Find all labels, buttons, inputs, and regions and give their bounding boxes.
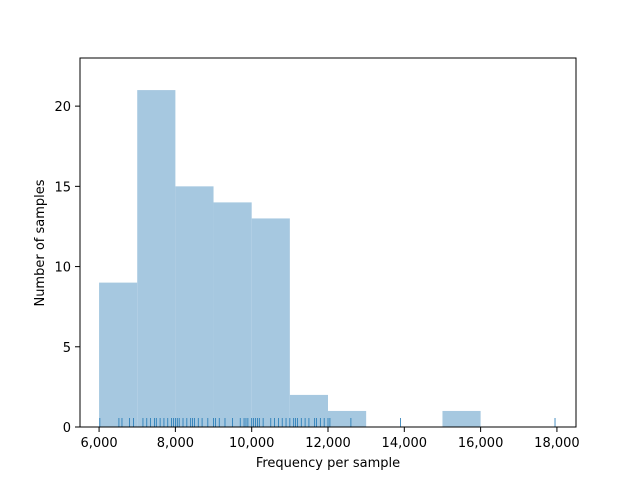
histogram-bar: [175, 186, 214, 427]
y-tick-label: 0: [63, 421, 71, 436]
y-tick-label: 20: [54, 100, 71, 115]
histogram-bar: [442, 410, 481, 427]
x-tick-label: 14,000: [382, 436, 428, 451]
histogram-bars: [99, 90, 481, 427]
x-tick-label: 8,000: [157, 436, 194, 451]
x-axis-ticks: 6,000 8,000 10,000 12,000 14,000 16,000 18,000: [80, 427, 580, 451]
histogram-bar: [328, 410, 367, 427]
y-tick-label: 15: [54, 180, 71, 195]
histogram-bar: [99, 282, 138, 427]
rug-marks: [99, 418, 556, 427]
x-tick-label: 12,000: [305, 436, 351, 451]
x-tick-label: 16,000: [458, 436, 504, 451]
y-tick-label: 10: [54, 261, 71, 276]
x-tick-label: 6,000: [80, 436, 117, 451]
y-axis-ticks: 0 5 10 15 20: [54, 100, 80, 436]
histogram-bar: [251, 218, 290, 427]
x-tick-label: 18,000: [534, 436, 580, 451]
histogram-bar: [137, 90, 176, 427]
y-tick-label: 5: [63, 341, 71, 356]
y-axis-label: Number of samples: [33, 179, 48, 306]
x-tick-label: 10,000: [229, 436, 275, 451]
histogram-bar: [213, 202, 252, 427]
x-axis-label: Frequency per sample: [256, 456, 400, 471]
